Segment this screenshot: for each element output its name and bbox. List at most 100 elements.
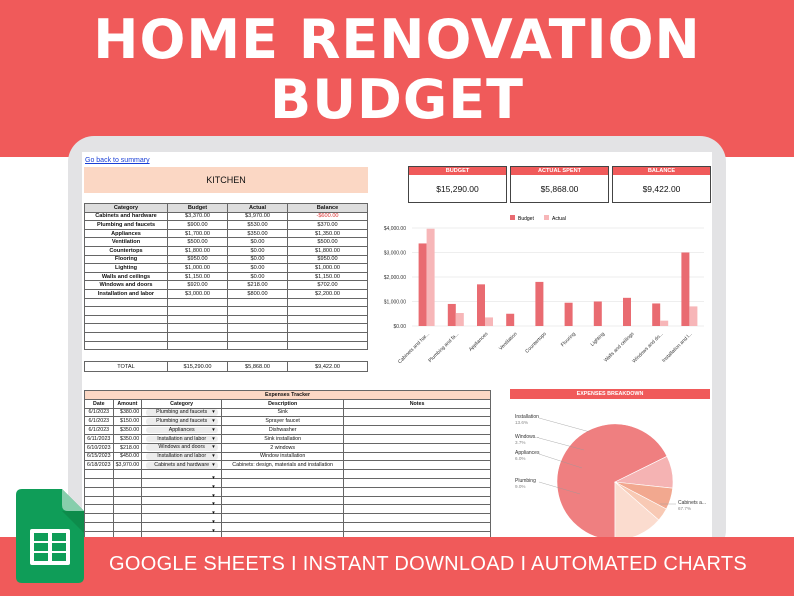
dropdown-arrow-icon[interactable]: ▼ bbox=[211, 510, 216, 516]
empty-cell[interactable] bbox=[167, 331, 228, 342]
category-dropdown[interactable]: Installation and labor ▼ bbox=[145, 435, 218, 443]
cell-budget[interactable]: $950.00 bbox=[167, 254, 228, 265]
empty-cell[interactable] bbox=[112, 477, 143, 488]
dropdown-arrow-icon[interactable]: ▼ bbox=[211, 462, 216, 468]
empty-cell[interactable] bbox=[112, 469, 143, 479]
cell-notes[interactable] bbox=[343, 442, 491, 453]
cell-category[interactable]: Flooring bbox=[84, 254, 168, 265]
category-dropdown[interactable]: Plumbing and faucets ▼ bbox=[145, 409, 218, 416]
empty-cell[interactable] bbox=[221, 486, 345, 497]
cell-category[interactable]: Walls and ceilings bbox=[84, 271, 168, 282]
cell-category-dropdown[interactable]: ▼ bbox=[141, 504, 223, 516]
cell-budget[interactable]: $1,700.00 bbox=[167, 228, 228, 239]
cell-notes[interactable] bbox=[343, 425, 491, 435]
cell-date[interactable]: 6/1/2023 bbox=[84, 416, 114, 427]
dropdown-arrow-icon[interactable]: ▼ bbox=[211, 492, 216, 498]
cell-category-dropdown[interactable]: Windows and doors ▼ bbox=[141, 442, 223, 453]
empty-cell[interactable] bbox=[287, 297, 368, 308]
cell-budget[interactable]: $3,370.00 bbox=[167, 211, 228, 222]
cell-amount[interactable]: $380.00 bbox=[112, 407, 143, 418]
dropdown-arrow-icon[interactable]: ▼ bbox=[211, 475, 216, 481]
cell-description[interactable]: Sink bbox=[221, 407, 345, 418]
cell-budget[interactable]: $1,000.00 bbox=[167, 263, 228, 273]
cell-notes[interactable] bbox=[343, 460, 491, 471]
cell-balance[interactable]: $2,200.00 bbox=[287, 288, 368, 299]
cell-date[interactable]: 6/1/2023 bbox=[84, 425, 114, 435]
empty-cell[interactable] bbox=[343, 486, 491, 497]
cell-notes[interactable] bbox=[343, 416, 491, 427]
empty-cell[interactable] bbox=[112, 504, 143, 515]
cell-notes[interactable] bbox=[343, 407, 491, 418]
empty-cell[interactable] bbox=[221, 521, 345, 532]
dropdown-arrow-icon[interactable]: ▼ bbox=[211, 444, 216, 450]
dropdown-arrow-icon[interactable]: ▼ bbox=[211, 519, 216, 525]
empty-cell[interactable] bbox=[221, 477, 345, 488]
cell-actual[interactable]: $530.00 bbox=[227, 220, 288, 230]
cell-category[interactable]: Plumbing and faucets bbox=[84, 220, 168, 230]
empty-cell[interactable] bbox=[287, 323, 368, 333]
cell-budget[interactable]: $1,150.00 bbox=[167, 271, 228, 282]
cell-budget[interactable]: $920.00 bbox=[167, 280, 228, 290]
cell-balance[interactable]: $1,150.00 bbox=[287, 271, 368, 282]
cell-category-dropdown[interactable]: Appliances ▼ bbox=[141, 425, 223, 435]
cell-category-dropdown[interactable]: ▼ bbox=[141, 469, 223, 481]
empty-cell[interactable] bbox=[84, 469, 114, 479]
cell-balance[interactable]: $1,800.00 bbox=[287, 245, 368, 256]
empty-cell[interactable] bbox=[343, 513, 491, 523]
cell-actual[interactable]: $350.00 bbox=[227, 228, 288, 239]
category-dropdown[interactable]: Appliances ▼ bbox=[145, 426, 218, 434]
empty-cell[interactable] bbox=[84, 331, 168, 342]
category-dropdown[interactable]: Windows and doors ▼ bbox=[145, 444, 218, 451]
cell-date[interactable]: 6/15/2023 bbox=[84, 451, 114, 462]
empty-cell[interactable] bbox=[227, 323, 288, 333]
category-dropdown[interactable]: Installation and labor ▼ bbox=[145, 453, 218, 460]
cell-actual[interactable]: $218.00 bbox=[227, 280, 288, 290]
empty-cell[interactable] bbox=[227, 314, 288, 325]
empty-cell[interactable] bbox=[167, 323, 228, 333]
empty-cell[interactable] bbox=[227, 306, 288, 316]
cell-amount[interactable]: $350.00 bbox=[112, 425, 143, 435]
empty-cell[interactable] bbox=[167, 314, 228, 325]
dropdown-arrow-icon[interactable]: ▼ bbox=[211, 501, 216, 507]
empty-cell[interactable] bbox=[221, 513, 345, 523]
empty-cell[interactable] bbox=[343, 521, 491, 532]
cell-category-dropdown[interactable]: Installation and labor ▼ bbox=[141, 451, 223, 462]
empty-cell[interactable] bbox=[221, 469, 345, 479]
cell-amount[interactable]: $350.00 bbox=[112, 433, 143, 444]
cell-budget[interactable]: $1,800.00 bbox=[167, 245, 228, 256]
empty-cell[interactable] bbox=[112, 521, 143, 532]
empty-cell[interactable] bbox=[84, 340, 168, 351]
category-dropdown[interactable]: Plumbing and faucets ▼ bbox=[145, 418, 218, 425]
cell-amount[interactable]: $3,970.00 bbox=[112, 460, 143, 471]
cell-notes[interactable] bbox=[343, 451, 491, 462]
empty-cell[interactable] bbox=[84, 521, 114, 532]
dropdown-arrow-icon[interactable]: ▼ bbox=[211, 418, 216, 424]
cell-description[interactable]: 2 windows bbox=[221, 442, 345, 453]
empty-cell[interactable] bbox=[343, 504, 491, 515]
cell-budget[interactable]: $900.00 bbox=[167, 220, 228, 230]
empty-cell[interactable] bbox=[221, 504, 345, 515]
empty-cell[interactable] bbox=[287, 340, 368, 351]
cell-actual[interactable]: $3,970.00 bbox=[227, 211, 288, 222]
cell-category[interactable]: Countertops bbox=[84, 245, 168, 256]
cell-category[interactable]: Lighting bbox=[84, 263, 168, 273]
cell-category-dropdown[interactable]: ▼ bbox=[141, 521, 223, 533]
cell-amount[interactable]: $218.00 bbox=[112, 442, 143, 453]
cell-category-dropdown[interactable]: Cabinets and hardware ▼ bbox=[141, 460, 223, 471]
empty-cell[interactable] bbox=[167, 340, 228, 351]
empty-cell[interactable] bbox=[227, 340, 288, 351]
cell-category-dropdown[interactable]: Installation and labor ▼ bbox=[141, 433, 223, 444]
empty-cell[interactable] bbox=[287, 314, 368, 325]
cell-description[interactable]: Dishwasher bbox=[221, 425, 345, 435]
empty-cell[interactable] bbox=[221, 495, 345, 506]
cell-balance[interactable]: $702.00 bbox=[287, 280, 368, 290]
cell-actual[interactable]: $800.00 bbox=[227, 288, 288, 299]
cell-description[interactable]: Sink installation bbox=[221, 433, 345, 444]
empty-cell[interactable] bbox=[84, 486, 114, 497]
empty-cell[interactable] bbox=[84, 513, 114, 523]
cell-category-dropdown[interactable]: Plumbing and faucets ▼ bbox=[141, 407, 223, 418]
cell-date[interactable]: 6/18/2023 bbox=[84, 460, 114, 471]
empty-cell[interactable] bbox=[287, 331, 368, 342]
cell-balance[interactable]: $950.00 bbox=[287, 254, 368, 265]
empty-cell[interactable] bbox=[343, 477, 491, 488]
